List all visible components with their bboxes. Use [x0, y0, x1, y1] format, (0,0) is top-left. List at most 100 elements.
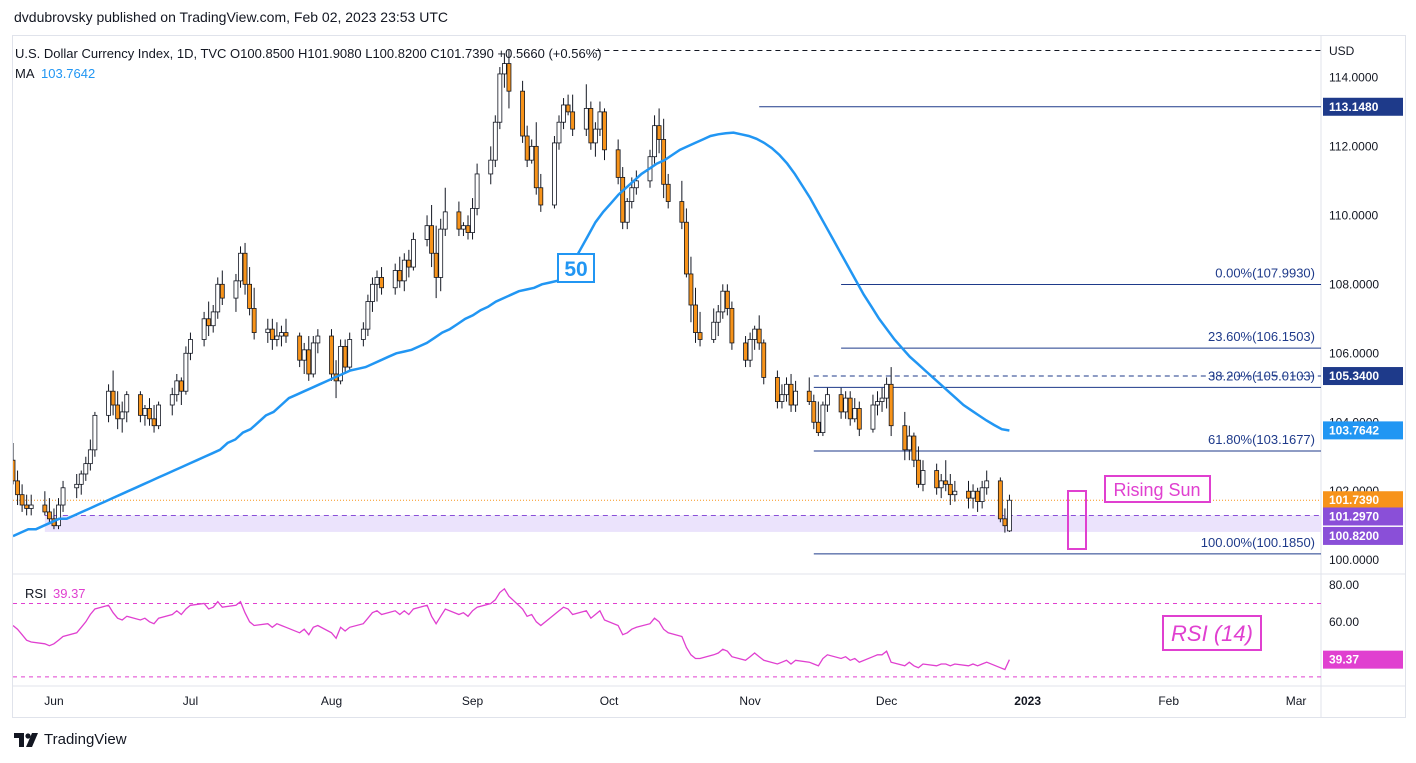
- time-axis-label: Oct: [600, 694, 619, 708]
- fib-label: 23.60%(106.1503): [1208, 329, 1315, 344]
- candle-body: [556, 121, 562, 144]
- time-axis-label: Mar: [1286, 694, 1307, 708]
- candle-body: [347, 339, 353, 368]
- price-tick-label: 100.0000: [1329, 553, 1379, 567]
- candle-body: [310, 342, 316, 375]
- price-tick-label: 108.0000: [1329, 277, 1379, 291]
- candle-body: [501, 63, 507, 75]
- candle-body: [947, 483, 953, 496]
- rsi-legend-label: RSI: [25, 586, 47, 601]
- candle-body: [724, 290, 730, 309]
- candle-body: [665, 183, 671, 202]
- candle-body: [251, 308, 257, 333]
- candle-body: [684, 221, 689, 275]
- candle-body: [902, 425, 908, 451]
- candle-body: [19, 494, 25, 506]
- candle-body: [87, 449, 93, 465]
- candle-body: [42, 504, 48, 513]
- candle-body: [497, 73, 503, 123]
- candle-body: [269, 328, 275, 340]
- candle-body: [847, 397, 853, 420]
- candle-body: [743, 342, 748, 361]
- candle-body: [583, 108, 589, 130]
- candle-body: [410, 239, 416, 268]
- candle-body: [392, 270, 398, 289]
- candle-body: [379, 277, 384, 289]
- candle-body: [729, 308, 735, 344]
- candle-body: [597, 111, 603, 130]
- price-badge-label: 103.7642: [1329, 423, 1379, 437]
- price-badge-label: 100.8200: [1329, 529, 1379, 543]
- rising-sun-highlight: [1067, 490, 1087, 550]
- candle-body: [247, 283, 253, 309]
- candle-body: [624, 201, 630, 223]
- candle-body: [360, 328, 366, 340]
- candle-body: [210, 311, 216, 327]
- candle-body: [629, 187, 635, 202]
- candle-body: [174, 380, 180, 396]
- candle-body: [238, 252, 243, 282]
- candle-body: [215, 283, 221, 313]
- candle-body: [429, 225, 435, 254]
- candle-body: [715, 311, 721, 323]
- fib-label: 100.00%(100.1850): [1201, 535, 1315, 550]
- candle-body: [474, 173, 480, 209]
- candle-body: [315, 335, 321, 344]
- candle-body: [492, 121, 498, 161]
- candle-body: [779, 394, 785, 402]
- candle-body: [997, 480, 1003, 520]
- ma-period-label: 50: [564, 258, 587, 281]
- candle-body: [916, 459, 921, 485]
- price-badge: [1323, 507, 1403, 526]
- candle-body: [438, 228, 444, 278]
- candle-body: [124, 394, 130, 413]
- candle-body: [92, 414, 98, 451]
- candle-body: [106, 390, 111, 416]
- rsi-title: RSI (14): [1171, 621, 1253, 646]
- candle-body: [679, 201, 685, 223]
- candle-body: [793, 390, 798, 406]
- candle-body: [169, 394, 175, 406]
- footer-brand[interactable]: TradingView: [14, 731, 127, 748]
- candle-body: [279, 332, 284, 337]
- candle-body: [138, 394, 143, 416]
- chart-frame: 0.00%(107.9930) 23.60%(106.1503) 38.20%(10…: [12, 35, 1406, 718]
- candle-body: [442, 211, 448, 230]
- candle-body: [465, 225, 471, 233]
- candle-body: [747, 339, 753, 361]
- candle-body: [424, 225, 430, 240]
- candle-body: [183, 352, 189, 392]
- candle-body: [943, 480, 949, 485]
- rising-sun-label: Rising Sun: [1113, 480, 1200, 500]
- candle-body: [110, 390, 116, 406]
- candle-body: [529, 145, 535, 161]
- candle-body: [934, 470, 940, 489]
- price-badge: [1323, 367, 1403, 386]
- price-chart[interactable]: 0.00%(107.9930) 23.60%(106.1503) 38.20%(10…: [13, 36, 1405, 717]
- candle-body: [843, 397, 849, 413]
- candle-body: [370, 283, 375, 302]
- candle-body: [13, 459, 16, 482]
- symbol-legend: U.S. Dollar Currency Index, 1D, TVC O100…: [15, 46, 602, 61]
- candle-body: [365, 301, 371, 330]
- price-badge: [1323, 421, 1403, 440]
- candle-body: [875, 401, 880, 406]
- ma-legend-value: 103.7642: [41, 66, 95, 81]
- time-axis-label: 2023: [1014, 694, 1041, 708]
- rsi-badge-label: 39.37: [1329, 653, 1359, 667]
- axis-layer: 114.0000 112.0000 110.0000 108.0000 106.0000…: [44, 70, 1403, 708]
- price-badge: [1323, 97, 1403, 116]
- fib-label: 61.80%(103.1677): [1208, 432, 1315, 447]
- moving-average-layer: [13, 131, 1010, 538]
- rsi-layer: [13, 587, 1321, 678]
- candle-body: [306, 349, 312, 375]
- candle-body: [233, 280, 239, 299]
- candle-body: [884, 383, 889, 399]
- ma-legend-label: MA: [15, 66, 35, 81]
- candle-body: [552, 142, 557, 206]
- candle-body: [456, 211, 462, 230]
- price-tick-label: 110.0000: [1329, 208, 1378, 222]
- candle-body: [620, 176, 626, 223]
- candle-body: [151, 418, 157, 427]
- candle-body: [188, 339, 193, 354]
